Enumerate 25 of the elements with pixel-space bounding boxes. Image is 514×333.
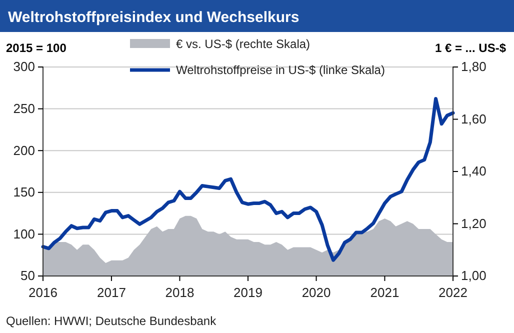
- y-tick-label: 50: [20, 268, 35, 284]
- y-axis-title: 2015 = 100: [6, 41, 67, 55]
- y-tick-label: 100: [13, 226, 35, 242]
- line-series: [41, 97, 455, 262]
- x-tick-label: 2022: [438, 285, 468, 300]
- y2-axis-title: 1 € = ... US-$: [434, 41, 506, 55]
- y2-tick-label: 1,40: [461, 164, 486, 179]
- x-tick-label: 2016: [28, 285, 58, 300]
- y-tick-label: 300: [13, 59, 35, 74]
- source-note: Quellen: HWWI; Deutsche Bundesbank: [6, 314, 218, 328]
- y2-tick-label: 1,00: [461, 268, 486, 284]
- x-tick-label: 2017: [96, 285, 126, 300]
- legend-label: € vs. US-$ (rechte Skala): [176, 37, 310, 51]
- x-tick-label: 2018: [165, 285, 194, 300]
- y-tick-label: 150: [13, 184, 35, 200]
- y2-tick-label: 1,20: [461, 216, 486, 231]
- y-tick-label: 200: [13, 142, 35, 158]
- y2-tick-label: 1,60: [461, 111, 486, 126]
- x-tick-label: 2019: [234, 285, 262, 300]
- x-tick-label: 2021: [370, 285, 400, 300]
- x-tick-label: 2020: [302, 285, 331, 300]
- legend-label: Weltrohstoffpreise in US-$ (linke Skala): [176, 63, 385, 77]
- chart-title: Weltrohstoffpreisindex und Wechselkurs: [8, 9, 300, 26]
- y-tick-label: 250: [13, 100, 35, 116]
- y2-tick-label: 1,80: [461, 59, 486, 74]
